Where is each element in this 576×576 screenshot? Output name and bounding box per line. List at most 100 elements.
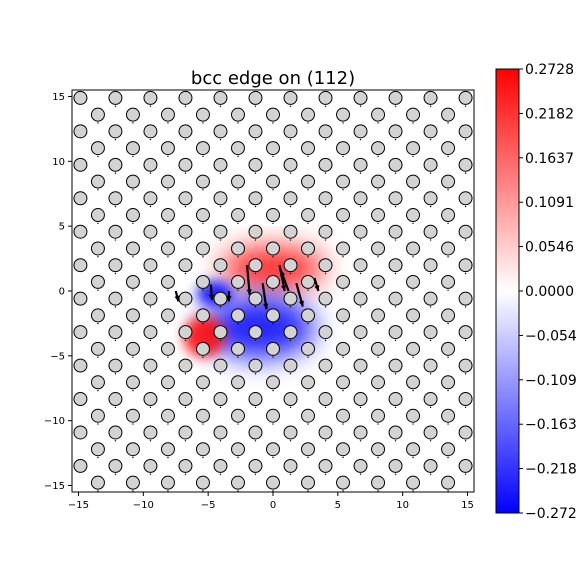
lattice-dot xyxy=(202,456,204,459)
lattice-dot xyxy=(132,389,134,392)
strain-blob xyxy=(183,315,226,358)
atom-marker xyxy=(108,124,123,139)
lattice-dot xyxy=(289,473,292,475)
atom-marker xyxy=(266,107,280,122)
atom-marker xyxy=(249,493,262,506)
atom-marker xyxy=(301,308,315,323)
atom-marker xyxy=(301,442,315,457)
lattice-dot xyxy=(219,138,222,141)
atom-marker xyxy=(143,191,158,206)
lattice-dot xyxy=(359,172,362,174)
atom-marker xyxy=(143,358,158,373)
lattice-dot xyxy=(184,373,187,375)
atom-marker xyxy=(388,90,403,105)
lattice-dot xyxy=(429,440,432,442)
lattice-dot xyxy=(447,356,449,358)
atom-marker xyxy=(178,90,193,105)
lattice-dot xyxy=(132,456,134,459)
atom-marker xyxy=(283,258,298,273)
atom-marker xyxy=(318,358,333,373)
lattice-dot xyxy=(359,473,362,475)
lattice-dot xyxy=(237,189,239,191)
lattice-dot xyxy=(394,172,397,174)
atom-marker xyxy=(213,258,228,273)
lattice-dot xyxy=(412,122,414,124)
lattice-dot xyxy=(342,322,344,325)
lattice-dot xyxy=(359,138,362,141)
atom-marker xyxy=(248,90,263,105)
atom-marker xyxy=(283,157,298,172)
atom-marker xyxy=(318,224,333,239)
lattice-dot xyxy=(307,289,309,291)
lattice-dot xyxy=(324,440,327,442)
atom-marker xyxy=(441,341,456,356)
atom-marker xyxy=(125,241,140,256)
lattice-dot xyxy=(114,239,117,241)
atom-marker xyxy=(406,274,421,289)
lattice-dot xyxy=(114,440,117,442)
lattice-dot xyxy=(184,239,187,241)
lattice-dot xyxy=(377,222,379,225)
atom-marker xyxy=(388,291,403,306)
lattice-dot xyxy=(237,490,239,492)
lattice-dot xyxy=(359,306,362,308)
atom-marker xyxy=(458,358,473,373)
atom-marker xyxy=(301,107,315,122)
atom-marker xyxy=(160,341,175,356)
lattice-dot xyxy=(167,389,169,392)
atom-marker xyxy=(458,90,473,105)
atom-marker xyxy=(195,208,210,222)
atom-marker xyxy=(406,375,421,390)
atom-marker xyxy=(388,358,403,373)
atom-marker xyxy=(160,241,175,256)
atom-marker xyxy=(213,90,228,105)
y-tick-label: 15 xyxy=(52,92,65,103)
lattice-dot xyxy=(167,222,169,225)
atom-marker xyxy=(441,308,456,323)
lattice-dot xyxy=(184,205,187,208)
lattice-dot xyxy=(412,490,414,492)
x-tick-label: −5 xyxy=(201,500,216,511)
lattice-dot xyxy=(429,205,432,208)
atom-marker xyxy=(458,258,473,273)
atom-marker xyxy=(266,308,280,323)
colorbar-tick-label: −0.0546 xyxy=(525,328,576,344)
atom-marker xyxy=(160,208,175,222)
lattice-dot xyxy=(307,490,309,492)
lattice-dot xyxy=(254,473,257,475)
atom-marker xyxy=(143,224,158,239)
lattice-dot xyxy=(132,189,134,191)
lattice-dot xyxy=(167,155,169,158)
lattice-dot xyxy=(219,373,222,375)
atom-marker xyxy=(458,157,473,172)
atom-marker xyxy=(73,157,88,172)
lattice-dot xyxy=(447,289,449,291)
lattice-dot xyxy=(377,423,379,425)
atom-marker xyxy=(423,392,438,406)
lattice-dot xyxy=(447,155,449,158)
atom-marker xyxy=(160,308,175,323)
atom-marker xyxy=(90,208,105,222)
lattice-dot xyxy=(132,155,134,158)
atom-marker xyxy=(248,458,263,473)
lattice-dot xyxy=(219,306,222,308)
atom-marker xyxy=(231,375,245,390)
atom-marker xyxy=(213,458,228,473)
atom-marker xyxy=(441,208,456,222)
lattice-dot xyxy=(149,272,152,275)
atom-marker xyxy=(125,408,140,423)
lattice-dot xyxy=(254,306,257,308)
atom-marker xyxy=(195,107,210,122)
atom-marker xyxy=(108,157,123,172)
atom-marker xyxy=(283,358,298,373)
lattice-dot xyxy=(324,138,327,141)
lattice-dot xyxy=(149,373,152,375)
atom-marker xyxy=(406,141,421,156)
lattice-dot xyxy=(394,105,397,107)
y-tick-label: −15 xyxy=(44,481,65,492)
atom-marker xyxy=(406,341,421,356)
displacement-arrow xyxy=(278,264,287,292)
atom-marker xyxy=(353,157,368,172)
lattice-dot xyxy=(447,122,449,124)
lattice-dot xyxy=(307,189,309,191)
